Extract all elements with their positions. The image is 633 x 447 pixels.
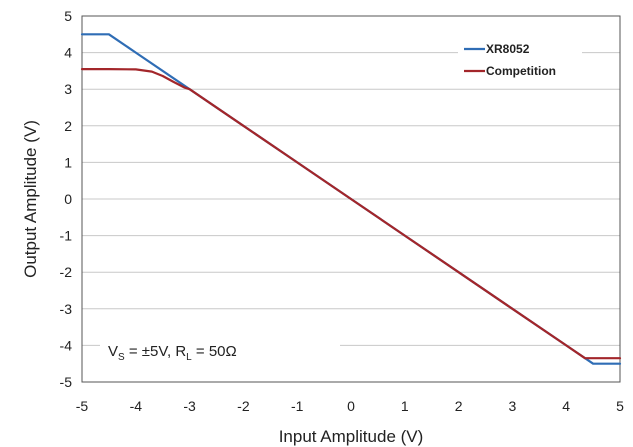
x-tick-label: -2 xyxy=(237,398,250,414)
legend: XR8052 Competition xyxy=(458,36,582,82)
x-tick-label: -3 xyxy=(183,398,196,414)
annotation-text: VS = ±5V, RL = 50Ω xyxy=(108,343,237,363)
y-tick-label: 0 xyxy=(64,191,72,207)
y-tick-label: -1 xyxy=(60,228,73,244)
rl-symbol: R xyxy=(175,343,186,360)
x-tick-label: -1 xyxy=(291,398,304,414)
y-axis-title: Output Amplitude (V) xyxy=(21,120,40,278)
x-tick-label: 2 xyxy=(455,398,463,414)
rl-value: = 50Ω xyxy=(192,343,237,360)
x-tick-label: 0 xyxy=(347,398,355,414)
vs-subscript: S xyxy=(118,352,125,363)
plot-frame xyxy=(81,15,621,383)
series-lines xyxy=(80,33,622,365)
x-tick-label: 4 xyxy=(562,398,570,414)
x-tick-label: 5 xyxy=(616,398,624,414)
y-tick-label: -5 xyxy=(60,374,73,390)
vs-value: = ±5V, xyxy=(125,343,176,360)
x-tick-label: 1 xyxy=(401,398,409,414)
y-tick-label: -4 xyxy=(60,337,73,353)
legend-label-xr8052: XR8052 xyxy=(486,42,530,56)
y-tick-label: -2 xyxy=(60,264,73,280)
legend-box xyxy=(458,36,582,82)
vs-symbol: V xyxy=(108,343,118,360)
y-tick-label: -3 xyxy=(60,301,73,317)
conditions-annotation: VS = ±5V, RL = 50Ω xyxy=(100,334,340,366)
y-tick-labels: 5 4 3 2 1 0 -1 -2 -3 -4 -5 xyxy=(60,8,73,390)
y-tick-label: 4 xyxy=(64,45,72,61)
y-tick-label: 2 xyxy=(64,118,72,134)
x-axis-title: Input Amplitude (V) xyxy=(279,427,424,446)
x-tick-labels: -5 -4 -3 -2 -1 0 1 2 3 4 5 xyxy=(76,398,624,414)
x-tick-label: 3 xyxy=(509,398,517,414)
x-tick-label: -5 xyxy=(76,398,89,414)
rl-subscript: L xyxy=(186,352,192,363)
annotation-box xyxy=(100,334,340,366)
y-tick-label: 3 xyxy=(64,81,72,97)
y-tick-label: 1 xyxy=(64,154,72,170)
series-line-competition xyxy=(80,67,622,360)
y-tick-label: 5 xyxy=(64,8,72,24)
legend-label-competition: Competition xyxy=(486,64,556,78)
x-tick-label: -4 xyxy=(130,398,143,414)
